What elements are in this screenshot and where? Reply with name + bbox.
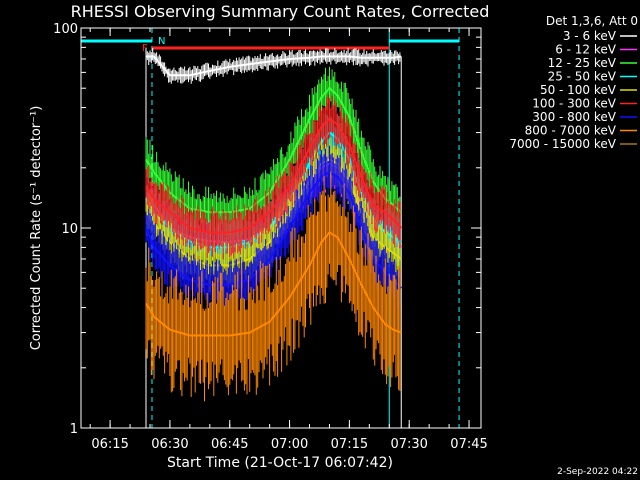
- legend-entry-label: 50 - 100 keV: [540, 83, 617, 97]
- legend-entry-label: 800 - 7000 keV: [525, 124, 617, 138]
- legend-entry-label: 25 - 50 keV: [548, 70, 617, 84]
- legend-entry-label: 100 - 300 keV: [532, 97, 616, 111]
- legend-entry-label: 12 - 25 keV: [548, 56, 617, 70]
- series-line: [145, 171, 402, 289]
- legend-entry-label: 300 - 800 keV: [532, 110, 616, 124]
- x-tick-label: 06:45: [211, 437, 248, 452]
- flag-f-label: F: [142, 43, 148, 54]
- legend-entry-label: 3 - 6 keV: [563, 29, 617, 43]
- x-tick-label: 07:15: [331, 437, 368, 452]
- series-0: [145, 47, 402, 428]
- series-line: [145, 117, 402, 234]
- series-7: [145, 171, 402, 402]
- y-tick-label: 100: [53, 22, 78, 37]
- series-5: [145, 94, 402, 260]
- series-line: [145, 231, 402, 337]
- x-tick-label: 07:45: [450, 437, 487, 452]
- legend-entry-label: 7000 - 15000 keV: [509, 137, 616, 151]
- footer-date: 2-Sep-2022 04:22: [557, 467, 638, 477]
- legend-title: Det 1,3,6, Att 0: [546, 14, 638, 28]
- x-tick-label: 07:00: [271, 437, 308, 452]
- x-tick-label: 06:30: [151, 437, 188, 452]
- x-tick-label: 06:15: [91, 437, 128, 452]
- x-axis-label: Start Time (21-Oct-17 06:07:42): [167, 455, 393, 471]
- series-line: [146, 55, 402, 77]
- y-tick-label: 10: [61, 222, 78, 237]
- y-axis-label: Corrected Count Rate (s⁻¹ detector⁻¹): [29, 106, 44, 351]
- plot-lines: NF: [81, 28, 460, 428]
- series-6: [145, 145, 402, 312]
- legend-entry-label: 6 - 12 keV: [555, 43, 617, 57]
- y-tick-label: 1: [70, 422, 78, 437]
- x-tick-label: 07:30: [390, 437, 427, 452]
- chart-title: RHESSI Observing Summary Count Rates, Co…: [71, 2, 490, 21]
- y-axis-ticks: 1 10 100: [53, 22, 481, 437]
- x-axis-ticks: 06:15 06:30 06:45 07:00 07:15 07:30 07:45: [89, 28, 488, 452]
- flag-n-label: N: [158, 36, 165, 47]
